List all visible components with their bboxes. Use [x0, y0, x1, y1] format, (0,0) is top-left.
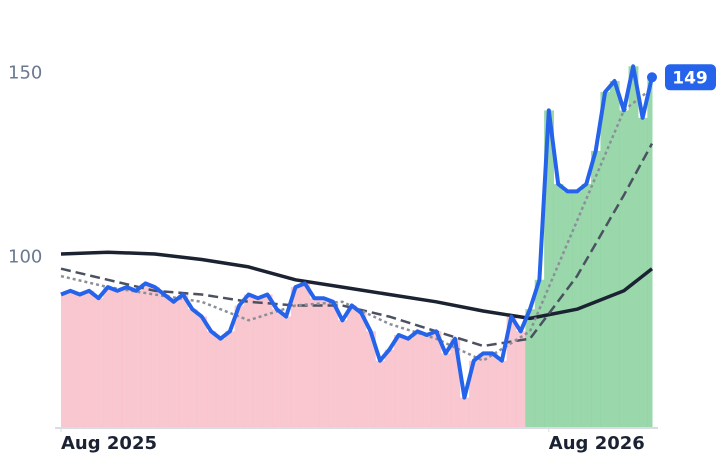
price-area	[553, 184, 564, 427]
price-area	[112, 290, 123, 427]
price-area	[478, 353, 489, 427]
price-area	[422, 334, 433, 427]
price-area	[356, 312, 367, 427]
price-area	[75, 294, 85, 427]
price-area	[328, 301, 339, 427]
price-area	[121, 287, 132, 427]
price-area	[450, 338, 461, 427]
price-area	[497, 360, 508, 427]
last-price-badge	[665, 64, 716, 91]
price-area	[647, 77, 653, 427]
price-area	[290, 287, 301, 427]
price-area	[459, 397, 470, 427]
price-area	[347, 305, 357, 427]
price-area	[562, 191, 573, 427]
x-tick-label: Aug 2025	[61, 433, 157, 454]
price-area	[412, 331, 423, 427]
price-area	[65, 290, 76, 427]
price-area	[337, 320, 348, 427]
price-area	[637, 117, 648, 428]
price-area	[600, 92, 611, 427]
price-area	[272, 309, 282, 427]
price-area	[84, 290, 95, 427]
price-area	[384, 349, 395, 427]
price-area	[103, 287, 114, 427]
price-area	[253, 298, 264, 427]
price-area	[309, 298, 320, 427]
price-area	[197, 316, 207, 427]
price-area	[375, 360, 386, 427]
price-area	[243, 294, 254, 427]
price-area	[262, 294, 273, 427]
price-area	[187, 309, 198, 427]
price-area	[318, 298, 329, 427]
price-area	[591, 150, 601, 427]
price-area	[544, 110, 554, 428]
price-area	[609, 80, 620, 427]
last-price-dot	[647, 72, 657, 83]
price-area	[225, 331, 236, 427]
price-area	[619, 110, 630, 428]
price-area	[469, 360, 479, 427]
series-line	[60, 250, 654, 321]
price-area	[234, 305, 245, 427]
price-area	[525, 309, 536, 427]
y-tick-label: 100	[8, 247, 42, 268]
series-line	[60, 64, 654, 400]
price-area	[365, 331, 376, 427]
last-price-label: 149	[672, 68, 708, 88]
price-area	[131, 290, 142, 427]
price-area	[403, 338, 414, 427]
price-area	[394, 334, 404, 427]
price-area	[93, 298, 104, 427]
price-area	[300, 283, 311, 427]
y-tick-label: 150	[8, 63, 42, 84]
price-area	[61, 294, 67, 427]
price-area	[506, 316, 517, 427]
price-area	[515, 331, 526, 427]
price-area	[206, 331, 217, 427]
price-area	[534, 279, 545, 427]
price-area	[140, 283, 151, 427]
price-area	[178, 294, 189, 427]
price-area	[150, 287, 160, 427]
series-line	[60, 143, 654, 348]
price-area	[628, 66, 639, 428]
price-area	[281, 316, 292, 427]
price-area	[440, 353, 451, 427]
price-area	[159, 294, 170, 427]
price-area	[431, 331, 442, 427]
price-area	[168, 301, 179, 427]
price-area	[487, 353, 498, 427]
price-area	[215, 338, 226, 427]
x-tick-label: Aug 2026	[549, 433, 645, 454]
